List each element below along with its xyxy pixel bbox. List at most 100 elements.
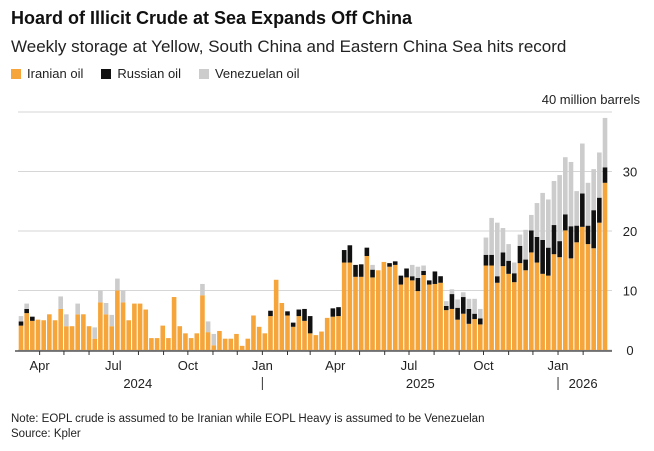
bar-russian-oil — [358, 264, 364, 277]
bar-venezuelan-oil — [585, 182, 591, 226]
bar-russian-oil — [398, 275, 404, 285]
bar-venezuelan-oil — [211, 333, 217, 346]
bar-russian-oil — [370, 269, 375, 278]
bar-iranian-oil — [166, 338, 171, 350]
bar-iranian-oil — [239, 345, 245, 350]
year-label: 2026 — [569, 376, 598, 391]
bar-iranian-oil — [546, 275, 551, 350]
bar-russian-oil — [460, 297, 466, 314]
bar-venezuelan-oil — [460, 292, 466, 298]
bar-iranian-oil — [115, 290, 120, 350]
bar-iranian-oil — [364, 255, 370, 350]
bar-russian-oil — [551, 225, 557, 255]
bar-venezuelan-oil — [489, 217, 494, 255]
bar-iranian-oil — [466, 323, 472, 350]
bar-russian-oil — [563, 214, 568, 231]
x-tick-label: Apr — [325, 358, 346, 373]
bar-iranian-oil — [375, 270, 381, 350]
bar-iranian-oil — [188, 338, 194, 350]
bar-russian-oil — [602, 167, 608, 183]
bar-russian-oil — [568, 226, 574, 259]
bar-iranian-oil — [47, 314, 52, 350]
bar-iranian-oil — [517, 263, 523, 350]
bar-iranian-oil — [591, 248, 596, 350]
bar-venezuelan-oil — [483, 237, 489, 255]
bar-iranian-oil — [273, 279, 279, 350]
bar-russian-oil — [580, 193, 585, 227]
bar-iranian-oil — [426, 284, 432, 350]
bar-iranian-oil — [460, 313, 466, 350]
legend-swatch-russian — [101, 68, 112, 79]
bar-iranian-oil — [540, 273, 545, 350]
bar-russian-oil — [443, 305, 449, 311]
bar-venezuelan-oil — [597, 152, 602, 198]
bar-iranian-oil — [557, 257, 562, 350]
legend-item-russian: Russian oil — [101, 66, 181, 81]
bar-russian-oil — [347, 245, 353, 263]
bar-russian-oil — [336, 307, 341, 317]
bar-iranian-oil — [534, 262, 540, 350]
bar-iranian-oil — [154, 338, 160, 350]
bar-iranian-oil — [86, 326, 92, 350]
note-text: Note: EOPL crude is assumed to be Irania… — [11, 413, 485, 425]
bar-venezuelan-oil — [455, 299, 460, 308]
bar-russian-oil — [285, 311, 290, 316]
bar-iranian-oil — [330, 316, 336, 350]
bar-iranian-oil — [217, 330, 222, 350]
bar-iranian-oil — [143, 309, 149, 350]
legend: Iranian oil Russian oil Venezuelan oil — [11, 66, 300, 81]
bar-russian-oil — [511, 273, 517, 283]
bar-iranian-oil — [597, 222, 602, 350]
bar-venezuelan-oil — [205, 321, 211, 333]
legend-label-russian: Russian oil — [117, 66, 181, 81]
bar-russian-oil — [472, 313, 477, 320]
bar-venezuelan-oil — [494, 222, 500, 277]
bar-iranian-oil — [75, 314, 80, 350]
bar-iranian-oil — [279, 302, 285, 350]
bar-venezuelan-oil — [92, 327, 98, 339]
bar-russian-oil — [483, 254, 489, 266]
bar-iranian-oil — [602, 182, 608, 350]
bar-russian-oil — [18, 321, 24, 326]
bar-iranian-oil — [132, 303, 137, 350]
bar-iranian-oil — [290, 326, 296, 350]
bar-iranian-oil — [251, 315, 256, 350]
bar-venezuelan-oil — [551, 181, 557, 226]
bar-russian-oil — [449, 294, 455, 309]
bar-russian-oil — [591, 210, 596, 249]
bar-venezuelan-oil — [466, 298, 472, 309]
bar-venezuelan-oil — [421, 265, 426, 271]
bar-venezuelan-oil — [370, 264, 375, 270]
bar-iranian-oil — [205, 332, 211, 350]
bar-venezuelan-oil — [477, 308, 483, 319]
bar-russian-oil — [341, 250, 347, 263]
x-tick-label: Jul — [401, 358, 418, 373]
bar-iranian-oil — [563, 230, 568, 350]
bar-iranian-oil — [234, 333, 239, 350]
year-label: 2025 — [406, 376, 435, 391]
bar-venezuelan-oil — [64, 314, 69, 327]
bar-russian-oil — [494, 276, 500, 283]
bar-venezuelan-oil — [58, 296, 63, 309]
bar-iranian-oil — [81, 314, 86, 350]
x-tick-label: Jan — [252, 358, 273, 373]
bar-russian-oil — [585, 225, 591, 245]
bar-russian-oil — [546, 247, 551, 276]
bar-russian-oil — [477, 318, 483, 325]
bar-iranian-oil — [194, 333, 200, 350]
x-tick-label: Apr — [30, 358, 51, 373]
bar-iranian-oil — [211, 345, 217, 350]
bar-venezuelan-oil — [517, 234, 523, 246]
bar-iranian-oil — [404, 277, 409, 350]
bar-russian-oil — [438, 276, 443, 283]
chart-subtitle: Weekly storage at Yellow, South China an… — [11, 37, 567, 56]
bar-russian-oil — [409, 276, 415, 281]
legend-label-iranian: Iranian oil — [27, 66, 84, 81]
bar-iranian-oil — [177, 326, 183, 350]
y-tick-label: 20 — [623, 224, 637, 239]
bar-iranian-oil — [24, 313, 29, 350]
bar-iranian-oil — [307, 333, 313, 350]
legend-swatch-venezuelan — [198, 68, 209, 79]
bar-iranian-oil — [92, 338, 98, 350]
